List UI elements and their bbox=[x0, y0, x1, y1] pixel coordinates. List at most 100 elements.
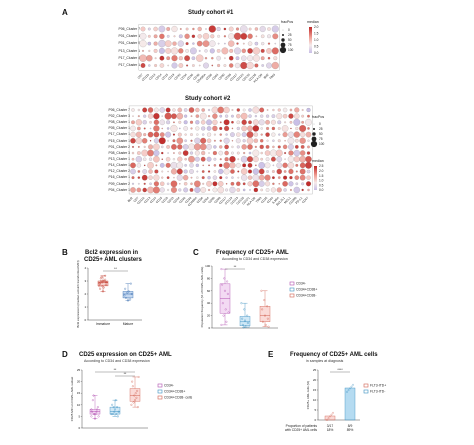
dot bbox=[254, 41, 259, 46]
size-legend-dot bbox=[312, 132, 316, 136]
dot bbox=[261, 64, 265, 67]
dot bbox=[173, 176, 175, 179]
size-legend-label: 25 bbox=[288, 33, 292, 37]
y-tick-label: 20 bbox=[77, 380, 81, 384]
data-point bbox=[327, 417, 330, 420]
dot bbox=[158, 25, 166, 33]
dot bbox=[242, 108, 246, 112]
size-legend-label: 50 bbox=[319, 132, 323, 136]
dot bbox=[130, 138, 136, 144]
data-point bbox=[114, 408, 116, 411]
data-point bbox=[127, 299, 129, 302]
dot bbox=[219, 139, 222, 142]
dot bbox=[221, 47, 229, 55]
data-point bbox=[264, 323, 267, 326]
data-point bbox=[221, 283, 224, 286]
dot bbox=[247, 33, 253, 39]
dot bbox=[212, 119, 218, 125]
column-label: CD90 bbox=[207, 196, 215, 204]
dot bbox=[288, 144, 294, 150]
dot bbox=[217, 34, 220, 38]
data-point bbox=[330, 413, 333, 416]
color-legend-title-1: median bbox=[307, 20, 319, 24]
dot bbox=[247, 175, 253, 180]
dot bbox=[278, 183, 280, 185]
dot bbox=[275, 149, 283, 157]
dot bbox=[265, 132, 270, 137]
dot bbox=[190, 127, 193, 130]
data-point bbox=[97, 415, 100, 418]
significance-label: **** bbox=[337, 368, 343, 372]
column-label: CD64 bbox=[202, 196, 210, 204]
column-label: CD19 bbox=[161, 196, 169, 204]
dot bbox=[206, 119, 212, 126]
dot bbox=[176, 112, 184, 120]
column-label: CD33 bbox=[166, 196, 174, 204]
column-label: CD15 bbox=[155, 196, 163, 204]
count-label: 8/9 bbox=[348, 424, 353, 428]
dot bbox=[184, 164, 187, 167]
dot bbox=[153, 125, 160, 132]
dot bbox=[236, 181, 241, 187]
dot bbox=[273, 56, 278, 61]
row-label: P12_Cluster 2 bbox=[108, 169, 131, 174]
dot bbox=[230, 169, 235, 174]
column-label: CD99 bbox=[213, 196, 221, 204]
data-point bbox=[347, 389, 350, 392]
dot bbox=[294, 145, 299, 149]
dot bbox=[172, 108, 176, 112]
dot bbox=[153, 48, 158, 53]
data-point bbox=[91, 399, 94, 402]
dot bbox=[223, 35, 226, 38]
size-legend-label: 100 bbox=[319, 142, 325, 146]
data-point bbox=[104, 281, 107, 284]
dot bbox=[264, 162, 271, 169]
dot bbox=[247, 41, 253, 46]
size-legend-label: 0 bbox=[319, 122, 321, 126]
dot bbox=[159, 119, 165, 126]
dot bbox=[190, 133, 193, 136]
dot bbox=[240, 25, 248, 33]
dot bbox=[224, 157, 229, 162]
data-point bbox=[134, 399, 136, 402]
dot bbox=[191, 34, 196, 38]
dot bbox=[299, 174, 306, 181]
data-point bbox=[99, 287, 102, 290]
dot bbox=[266, 170, 269, 173]
dot bbox=[284, 158, 286, 160]
panel-d-letter: D bbox=[62, 350, 68, 359]
dot bbox=[266, 109, 269, 111]
dot bbox=[147, 162, 154, 169]
dot bbox=[276, 113, 283, 120]
x-tick-label: Immature bbox=[96, 322, 110, 326]
dot bbox=[207, 188, 211, 192]
column-label: HLA-DR bbox=[246, 195, 257, 206]
dot bbox=[143, 157, 147, 161]
dot bbox=[293, 118, 301, 126]
legend-label: FLT3-ITD- bbox=[370, 390, 385, 394]
dot bbox=[192, 42, 195, 45]
dot bbox=[270, 187, 276, 193]
dot bbox=[189, 169, 194, 174]
dot bbox=[276, 162, 283, 169]
y-axis-label: Population frequency (% of CD25+ AML cel… bbox=[200, 267, 204, 328]
legend-swatch bbox=[363, 383, 369, 388]
dot bbox=[252, 54, 260, 62]
data-point bbox=[246, 314, 249, 317]
dot bbox=[132, 115, 134, 117]
dot bbox=[148, 144, 154, 150]
dot bbox=[153, 155, 160, 163]
y-tick-label: 3 bbox=[85, 279, 87, 283]
dot bbox=[159, 107, 165, 113]
dot bbox=[166, 176, 170, 179]
dot bbox=[223, 119, 230, 126]
dot bbox=[130, 187, 136, 193]
dot bbox=[184, 139, 187, 143]
legend-swatch bbox=[157, 383, 163, 388]
color-legend-label: 2.0 bbox=[314, 25, 319, 29]
dot bbox=[277, 108, 281, 112]
dot bbox=[271, 126, 276, 131]
column-label: CD14 bbox=[154, 72, 162, 80]
dot bbox=[178, 34, 183, 39]
data-point bbox=[94, 417, 96, 420]
